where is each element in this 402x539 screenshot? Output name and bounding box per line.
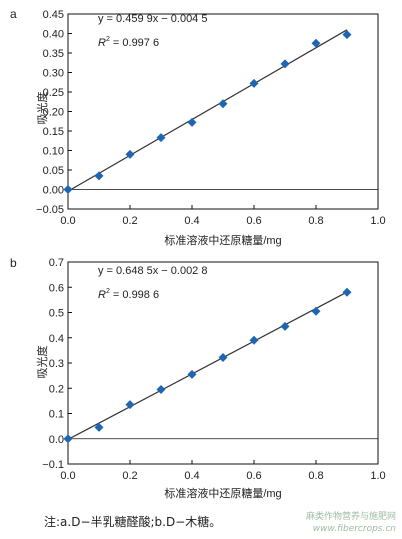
watermark-site-name: 麻类作物营养与施肥网 [305, 512, 396, 522]
x-tick-label: 0.4 [184, 470, 199, 482]
y-tick-label: 0.5 [49, 308, 64, 320]
panel-letter: b [10, 256, 17, 270]
data-point [249, 335, 259, 345]
r-squared-label: R2 = 0.998 6 [98, 288, 159, 301]
watermark: 麻类作物营养与施肥网 www.fibercrops.cn [306, 511, 396, 535]
x-axis-label: 标准溶液中还原糖量/mg [164, 233, 281, 247]
data-point [342, 287, 352, 297]
data-point [218, 99, 228, 109]
data-point [94, 422, 104, 432]
data-point [311, 38, 321, 48]
r-squared-label: R2 = 0.997 6 [98, 36, 159, 49]
y-tick-label: −0.05 [36, 204, 64, 216]
y-tick-label: 0.3 [49, 358, 64, 370]
x-tick-label: 0.8 [308, 470, 323, 482]
y-tick-label: −0.1 [42, 459, 64, 471]
y-tick-label: 0.1 [49, 409, 64, 421]
y-tick-label: 0.25 [43, 87, 64, 99]
x-tick-label: 0.6 [246, 470, 261, 482]
regression-equation: y = 0.648 5x − 0.002 8 [98, 265, 207, 277]
x-tick-label: 0.2 [122, 470, 137, 482]
x-tick-label: 0.6 [246, 215, 261, 227]
x-tick-label: 0.4 [184, 215, 199, 227]
x-tick-label: 1.0 [370, 215, 385, 227]
data-point [125, 149, 135, 159]
data-point [63, 434, 73, 444]
x-tick-label: 0.0 [60, 215, 75, 227]
panel-letter: a [10, 7, 17, 21]
fit-line [67, 29, 348, 192]
y-axis-label: 吸光度 [35, 346, 49, 379]
data-point [63, 185, 73, 194]
y-tick-label: 0.10 [43, 146, 64, 158]
y-tick-label: 0.0 [49, 434, 64, 446]
data-point [280, 59, 290, 69]
y-tick-label: 0.05 [43, 165, 64, 177]
figure-note: 注:a.D−半乳糖醛酸;b.D−木糖。 [44, 515, 222, 529]
fit-line [67, 291, 348, 440]
y-tick-label: 0.2 [49, 383, 64, 395]
y-tick-label: 0.20 [43, 107, 64, 119]
data-point [311, 306, 321, 316]
x-tick-label: 0.0 [60, 470, 75, 482]
x-tick-label: 0.8 [308, 215, 323, 227]
watermark-url: www.fibercrops.cn [312, 524, 396, 534]
x-axis-label: 标准溶液中还原糖量/mg [164, 486, 281, 500]
y-axis-label: 吸光度 [35, 92, 49, 125]
y-tick-label: 0.40 [43, 29, 64, 41]
data-point [94, 171, 104, 181]
data-point [280, 321, 290, 331]
y-tick-label: 0.4 [49, 333, 64, 345]
x-tick-label: 1.0 [370, 470, 385, 482]
y-tick-label: 0.35 [43, 48, 64, 60]
y-tick-label: 0.45 [43, 9, 64, 21]
data-point [125, 400, 135, 410]
y-tick-label: 0.6 [49, 282, 64, 294]
data-point [342, 30, 352, 40]
x-tick-label: 0.2 [122, 215, 137, 227]
regression-equation: y = 0.459 9x − 0.004 5 [98, 13, 207, 25]
y-tick-label: 0.7 [49, 257, 64, 269]
chart-panel-b: b−0.10.00.10.20.30.40.50.60.70.0 0.2 0.4 0.… [10, 256, 386, 500]
chart-panel-a: a −0.05 0.00 0.05 0.10 0.15 0.20 0.25 0.30 0.35 0.… [10, 7, 386, 247]
data-point [187, 369, 197, 379]
y-tick-label: 0.30 [43, 68, 64, 80]
data-point [249, 78, 259, 88]
y-tick-label: 0.00 [43, 185, 64, 197]
data-point [156, 133, 166, 143]
y-tick-label: 0.15 [43, 126, 64, 138]
data-point [218, 352, 228, 362]
data-point [187, 117, 197, 127]
data-point [156, 385, 166, 395]
